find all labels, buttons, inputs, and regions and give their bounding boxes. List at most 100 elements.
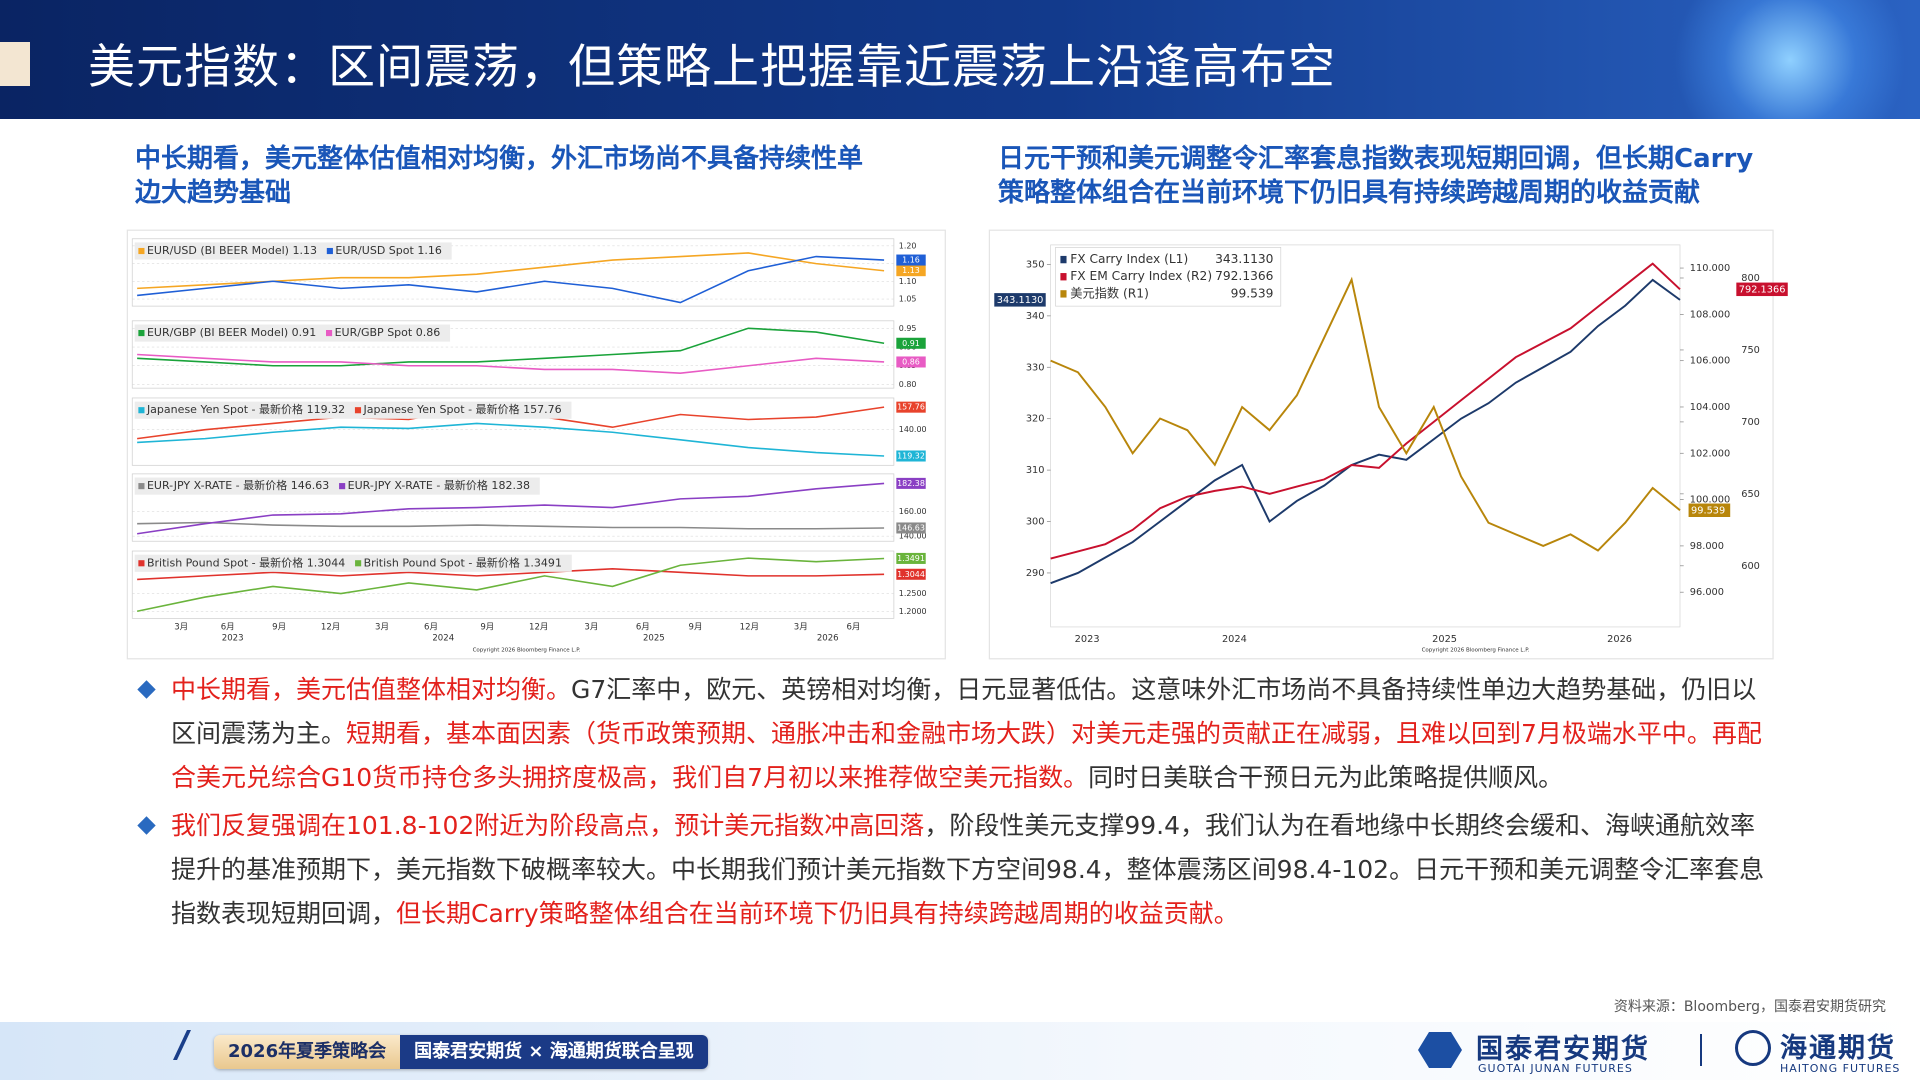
x-tick-label: 12月 xyxy=(740,621,759,632)
subtitle-line: 策略整体组合在当前环境下仍旧具有持续跨越周期的收益贡献 xyxy=(998,178,1701,208)
subtitle-line: 中长期看，美元整体估值相对均衡，外汇市场尚不具备持续性单 xyxy=(135,144,864,174)
x-year-label: 2024 xyxy=(432,633,454,643)
legend-swatch xyxy=(326,330,333,337)
event-presenter: 国泰君安期货 × 海通期货联合呈现 xyxy=(400,1035,708,1069)
x-tick-label: 9月 xyxy=(272,621,286,632)
emphasis-text: 但长期Carry策略整体组合在当前环境下仍旧具有持续跨越周期的收益贡献。 xyxy=(396,899,1239,928)
y-tick-label: 1.05 xyxy=(899,295,917,304)
logo-separator xyxy=(1700,1034,1702,1066)
value-tag xyxy=(896,254,926,266)
value-tag-label: 1.3044 xyxy=(897,570,925,579)
value-tag-label: 0.86 xyxy=(902,357,920,366)
legend-label: EUR-JPY X-RATE - 最新价格 182.38 xyxy=(348,478,530,492)
value-tag xyxy=(896,356,926,368)
subtitle-line: 边大趋势基础 xyxy=(135,178,292,208)
legend-swatch xyxy=(1060,255,1067,264)
series-line xyxy=(137,482,885,535)
footer-bar: 2026年夏季策略会 国泰君安期货 × 海通期货联合呈现 国泰君安期货 GUOT… xyxy=(0,1022,1920,1080)
series-line xyxy=(137,353,885,375)
body-text: ，阶段性美元支撑99.4，我们认为在看地缘中长期终会缓和、海峡通航效率提升的基准… xyxy=(171,811,1765,928)
y-tick-label: 104.000 xyxy=(1690,402,1730,413)
value-tag-label: 182.38 xyxy=(897,479,925,488)
y-tick-label: 96.000 xyxy=(1690,587,1724,598)
legend-box xyxy=(134,554,572,572)
legend-swatch xyxy=(339,483,346,490)
header-bar: 美元指数：区间震荡，但策略上把握靠近震荡上沿逢高布空 xyxy=(0,0,1920,119)
logo2-english: HAITONG FUTURES xyxy=(1780,1062,1901,1075)
legend-label: EUR-JPY X-RATE - 最新价格 146.63 xyxy=(147,478,329,492)
value-tag xyxy=(896,265,926,277)
y-tick-label: 140.00 xyxy=(899,425,927,434)
legend-label: FX EM Carry Index (R2) xyxy=(1070,269,1212,283)
y-tick-label: 750 xyxy=(1741,345,1760,356)
y-tick-label: 0.95 xyxy=(899,324,917,333)
y-tick-label: 350 xyxy=(1026,259,1045,270)
value-tag-label: 119.32 xyxy=(897,452,925,461)
legend-swatch xyxy=(1060,290,1067,298)
legend-value: 792.1366 xyxy=(1215,269,1274,283)
legend-swatch xyxy=(138,560,145,567)
value-tag xyxy=(896,401,926,413)
source-note: 资料来源：Bloomberg，国泰君安期货研究 xyxy=(1613,999,1886,1015)
legend-swatch xyxy=(1060,273,1067,281)
series-line xyxy=(1050,262,1681,560)
y-tick-label: 98.000 xyxy=(1690,541,1724,552)
value-tag-label: 146.63 xyxy=(897,523,925,532)
series-line xyxy=(137,567,885,581)
legend-label: EUR/USD Spot 1.16 xyxy=(335,244,442,257)
y-tick-label: 0.80 xyxy=(899,380,917,389)
copyright: Copyright 2026 Bloomberg Finance L.P. xyxy=(473,648,581,654)
x-tick-label: 6月 xyxy=(221,621,235,632)
legend-box xyxy=(134,324,451,342)
value-tag-label: 99.539 xyxy=(1691,505,1725,516)
value-tag-label: 1.3491 xyxy=(897,554,925,563)
logo1-english: GUOTAI JUNAN FUTURES xyxy=(1478,1062,1633,1075)
plot-frame xyxy=(1050,244,1681,628)
value-tag-label: 1.13 xyxy=(902,266,920,275)
bullet-icon xyxy=(137,680,156,699)
body-text: 同时日美联合干预日元为此策略提供顺风。 xyxy=(1088,763,1564,792)
copyright: Copyright 2026 Bloomberg Finance L.P. xyxy=(1422,648,1530,654)
legend-box xyxy=(134,242,452,260)
x-tick-label: 3月 xyxy=(794,621,808,632)
legend-value: 343.1130 xyxy=(1215,252,1273,266)
legend-swatch xyxy=(138,483,145,490)
footer-slash xyxy=(173,1030,191,1060)
y-tick-label: 340 xyxy=(1026,311,1045,322)
value-tag xyxy=(896,552,926,564)
y-tick-label: 100.000 xyxy=(1690,495,1730,506)
y-tick-label: 1.20 xyxy=(899,241,917,250)
bullet: 中长期看，美元估值整体相对均衡。G7汇率中，欧元、英镑相对均衡，日元显著低估。这… xyxy=(134,668,1774,800)
y-tick-label: 106.000 xyxy=(1690,356,1730,367)
x-year-label: 2026 xyxy=(817,633,839,643)
series-line xyxy=(1050,276,1681,552)
y-tick-label: 290 xyxy=(1026,568,1045,579)
value-tag xyxy=(1736,282,1788,297)
legend-label: EUR/GBP (BI BEER Model) 0.91 xyxy=(147,326,316,339)
legend-value: 99.539 xyxy=(1231,286,1274,300)
legend-label: Japanese Yen Spot - 最新价格 157.76 xyxy=(362,402,561,416)
legend-label: EUR/GBP Spot 0.86 xyxy=(335,326,441,339)
value-tag xyxy=(1688,503,1731,518)
bullet-list: 中长期看，美元估值整体相对均衡。G7汇率中，欧元、英镑相对均衡，日元显著低估。这… xyxy=(134,668,1774,940)
series-line xyxy=(137,422,885,457)
accent-block xyxy=(0,42,30,86)
x-year-label: 2026 xyxy=(1607,634,1632,645)
series-line xyxy=(136,557,885,613)
legend-label: British Pound Spot - 最新价格 1.3044 xyxy=(147,555,345,569)
subtitle-line: 日元干预和美元调整令汇率套息指数表现短期回调，但长期Carry xyxy=(998,144,1754,174)
series-line xyxy=(137,521,885,530)
legend-label: British Pound Spot - 最新价格 1.3491 xyxy=(364,555,562,569)
y-tick-label: 140.00 xyxy=(899,532,927,541)
y-tick-label: 800 xyxy=(1741,273,1760,284)
series-line xyxy=(1050,278,1681,585)
y-tick-label: 160.00 xyxy=(899,507,927,516)
x-tick-label: 9月 xyxy=(689,621,703,632)
y-tick-label: 700 xyxy=(1741,417,1760,428)
y-tick-label: 1.2000 xyxy=(899,607,927,616)
x-tick-label: 9月 xyxy=(480,621,494,632)
y-tick-label: 310 xyxy=(1026,465,1045,476)
y-tick-label: 1.2500 xyxy=(899,589,927,598)
